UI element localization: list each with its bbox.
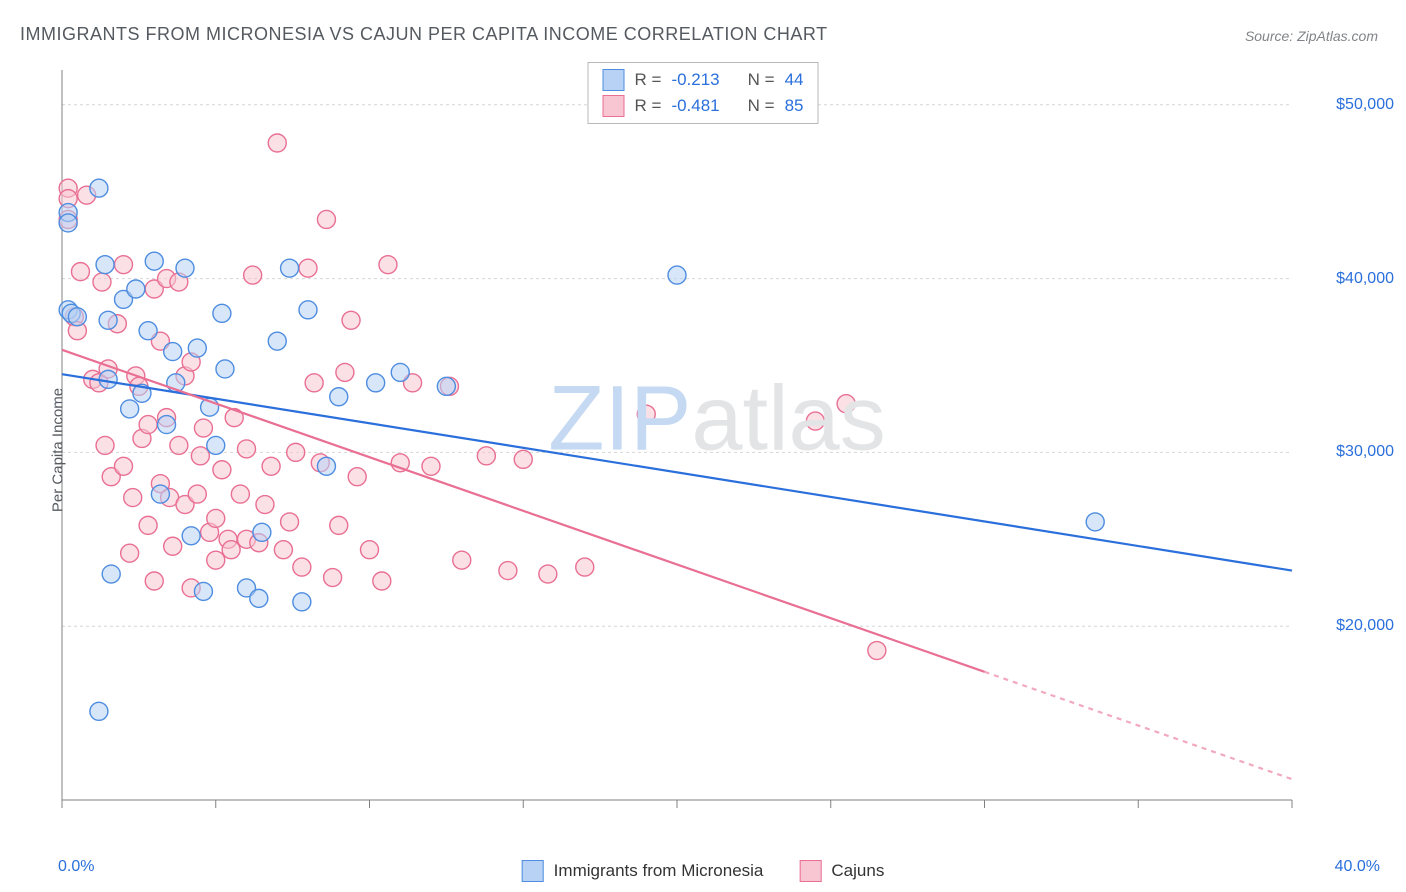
y-tick-label: $50,000 [1336, 96, 1394, 114]
legend-n-value-cajuns: 85 [785, 96, 804, 116]
legend-row-cajuns: R = -0.481 N = 85 [589, 93, 818, 119]
source-attribution: Source: ZipAtlas.com [1245, 28, 1378, 44]
legend-label-micronesia: Immigrants from Micronesia [554, 861, 764, 881]
x-axis-max: 40.0% [1335, 858, 1380, 876]
legend-row-micronesia: R = -0.213 N = 44 [589, 67, 818, 93]
y-axis-label: Per Capita Income [50, 388, 67, 512]
chart-svg [52, 60, 1382, 840]
y-tick-label: $20,000 [1336, 617, 1394, 635]
legend-n-label: N = [748, 96, 775, 116]
legend-r-value-micronesia: -0.213 [671, 70, 719, 90]
swatch-micronesia [603, 69, 625, 91]
chart-title: IMMIGRANTS FROM MICRONESIA VS CAJUN PER … [20, 24, 828, 45]
series-legend: Immigrants from Micronesia Cajuns [522, 860, 885, 882]
legend-r-label: R = [635, 70, 662, 90]
legend-label-cajuns: Cajuns [831, 861, 884, 881]
correlation-legend: R = -0.213 N = 44 R = -0.481 N = 85 [588, 62, 819, 124]
legend-n-value-micronesia: 44 [785, 70, 804, 90]
swatch-micronesia [522, 860, 544, 882]
legend-r-label: R = [635, 96, 662, 116]
swatch-cajuns [799, 860, 821, 882]
x-axis-min: 0.0% [58, 858, 94, 876]
legend-r-value-cajuns: -0.481 [671, 96, 719, 116]
legend-n-label: N = [748, 70, 775, 90]
swatch-cajuns [603, 95, 625, 117]
plot-area: Per Capita Income ZIPatlas [52, 60, 1382, 840]
y-tick-label: $40,000 [1336, 270, 1394, 288]
legend-item-cajuns: Cajuns [799, 860, 884, 882]
legend-item-micronesia: Immigrants from Micronesia [522, 860, 764, 882]
y-tick-label: $30,000 [1336, 443, 1394, 461]
